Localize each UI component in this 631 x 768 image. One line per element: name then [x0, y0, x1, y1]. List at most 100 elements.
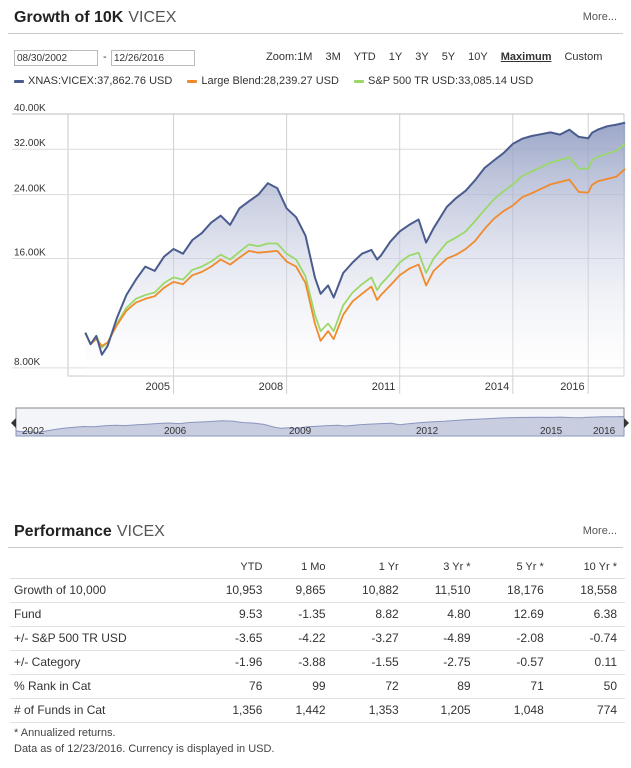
zoom-3m[interactable]: 3M — [325, 51, 341, 63]
table-cell: 1,353 — [333, 698, 407, 723]
navigator-label: 2015 — [540, 426, 563, 437]
performance-more-link[interactable]: More... — [582, 525, 617, 537]
table-cell: -2.75 — [406, 650, 479, 675]
x-tick-label: 2016 — [560, 381, 584, 393]
performance-table: YTD 1 Mo 1 Yr 3 Yr * 5 Yr * 10 Yr * Growth of… — [10, 557, 625, 723]
legend-item-fund[interactable]: XNAS:VICEX:37,862.76 USD — [14, 75, 172, 87]
table-cell: 71 — [478, 674, 552, 699]
navigator-label: 2006 — [164, 426, 187, 437]
table-cell: 10,953 — [197, 578, 271, 603]
table-cell: 1,048 — [478, 698, 552, 723]
navigator-right-handle[interactable] — [624, 418, 629, 428]
table-cell: -1.55 — [333, 650, 407, 675]
table-cell: -4.89 — [406, 626, 479, 651]
growth-title: Growth of 10K VICEX — [14, 9, 176, 27]
y-tick-label: 40.00K — [14, 103, 46, 114]
table-row: Fund 9.53 -1.35 8.82 4.80 12.69 6.38 — [10, 602, 625, 627]
table-cell: -4.22 — [270, 626, 334, 651]
zoom-10y[interactable]: 10Y — [468, 51, 488, 63]
table-cell: 6.38 — [551, 602, 625, 627]
legend-label-fund: XNAS:VICEX:37,862.76 USD — [28, 75, 173, 87]
zoom-3y[interactable]: 3Y — [415, 51, 429, 63]
performance-title: Performance VICEX — [14, 523, 165, 541]
legend-label-category: Large Blend:28,239.27 USD — [201, 75, 339, 87]
series-line-sp500[interactable] — [84, 143, 626, 349]
growth-chart: 8.00K 16.00K 24.00K 32.00K 40.00K 2005 2008 201… — [12, 103, 626, 394]
table-cell: 50 — [551, 674, 625, 699]
y-tick-label: 24.00K — [14, 184, 46, 195]
start-date-input[interactable] — [14, 50, 98, 66]
performance-section-header: Performance VICEX More... — [8, 518, 623, 548]
row-label: +/- S&P 500 TR USD — [10, 626, 198, 651]
x-tick-label: 2011 — [372, 381, 396, 393]
table-cell: 76 — [197, 674, 271, 699]
zoom-1m[interactable]: 1M — [297, 51, 313, 63]
row-label: Growth of 10,000 — [10, 578, 198, 603]
legend-item-index[interactable]: S&P 500 TR USD:33,085.14 USD — [354, 75, 533, 87]
navigator-left-handle[interactable] — [11, 418, 16, 428]
growth-title-ticker: VICEX — [128, 9, 177, 26]
navigator-label: 2016 — [593, 426, 616, 437]
navigator-label: 2002 — [22, 426, 45, 437]
zoom-custom[interactable]: Custom — [564, 51, 603, 63]
table-cell: 10,882 — [333, 578, 407, 603]
navigator-label: 2009 — [289, 426, 312, 437]
date-separator: - — [103, 51, 107, 63]
performance-title-text: Performance — [14, 523, 112, 540]
y-tick-label: 16.00K — [14, 248, 46, 259]
zoom-controls: Zoom:1M 3M YTD 1Y 3Y 5Y 10Y Maximum Custom — [266, 51, 615, 63]
legend-swatch-index — [354, 79, 365, 83]
table-cell: -1.96 — [197, 650, 271, 675]
zoom-5y[interactable]: 5Y — [441, 51, 456, 63]
table-cell: -0.74 — [551, 626, 625, 651]
zoom-ytd[interactable]: YTD — [353, 51, 376, 63]
table-cell: -3.27 — [333, 626, 407, 651]
growth-title-text: Growth of 10K — [14, 9, 124, 26]
table-row: +/- S&P 500 TR USD -3.65 -4.22 -3.27 -4.89 -2… — [10, 626, 625, 651]
table-row: # of Funds in Cat 1,356 1,442 1,353 1,205 1,0… — [10, 698, 625, 723]
table-cell: 774 — [551, 698, 625, 723]
zoom-1y[interactable]: 1Y — [388, 51, 403, 63]
x-tick-label: 2005 — [146, 381, 170, 393]
legend-swatch-category — [187, 79, 198, 83]
row-label: +/- Category — [10, 650, 198, 675]
table-cell: 11,510 — [406, 578, 479, 603]
series-line-large-blend[interactable] — [84, 168, 626, 347]
y-tick-label: 8.00K — [14, 357, 40, 368]
legend-swatch-fund — [14, 79, 24, 83]
growth-section-header: Growth of 10K VICEX More... — [8, 4, 623, 34]
column-header: 1 Mo — [270, 557, 334, 579]
column-header: YTD — [197, 557, 271, 579]
table-cell: 8.82 — [333, 602, 407, 627]
table-row: % Rank in Cat 76 99 72 89 71 50 — [10, 674, 625, 699]
legend-item-category[interactable]: Large Blend:28,239.27 USD — [187, 75, 339, 87]
growth-more-link[interactable]: More... — [582, 11, 617, 23]
table-cell: 9.53 — [197, 602, 271, 627]
table-cell: 9,865 — [270, 578, 334, 603]
row-label: # of Funds in Cat — [10, 698, 198, 723]
row-label: Fund — [10, 602, 198, 627]
table-cell: 89 — [406, 674, 479, 699]
table-cell: 1,442 — [270, 698, 334, 723]
series-line-fund[interactable] — [84, 121, 626, 356]
table-cell: 0.11 — [551, 650, 625, 675]
table-cell: 18,176 — [478, 578, 552, 603]
legend-label-index: S&P 500 TR USD:33,085.14 USD — [368, 75, 534, 87]
x-tick-label: 2014 — [485, 381, 509, 393]
data-as-of-footnote: Data as of 12/23/2016. Currency is displ… — [14, 743, 275, 755]
table-row: Growth of 10,000 10,953 9,865 10,882 11,510 1… — [10, 578, 625, 603]
table-row: +/- Category -1.96 -3.88 -1.55 -2.75 -0.57 0.1… — [10, 650, 625, 675]
annualized-footnote: * Annualized returns. — [14, 727, 116, 739]
zoom-maximum[interactable]: Maximum — [500, 51, 552, 63]
row-label: % Rank in Cat — [10, 674, 198, 699]
table-cell: -3.65 — [197, 626, 271, 651]
table-cell: 72 — [333, 674, 407, 699]
end-date-input[interactable] — [111, 50, 195, 66]
navigator-label: 2012 — [416, 426, 439, 437]
table-cell: 12.69 — [478, 602, 552, 627]
x-tick-label: 2008 — [259, 381, 283, 393]
chart-navigator[interactable]: 2002 2006 2009 2012 2015 2016 — [0, 405, 631, 441]
table-cell: -3.88 — [270, 650, 334, 675]
performance-title-ticker: VICEX — [116, 523, 165, 540]
table-cell: 4.80 — [406, 602, 479, 627]
